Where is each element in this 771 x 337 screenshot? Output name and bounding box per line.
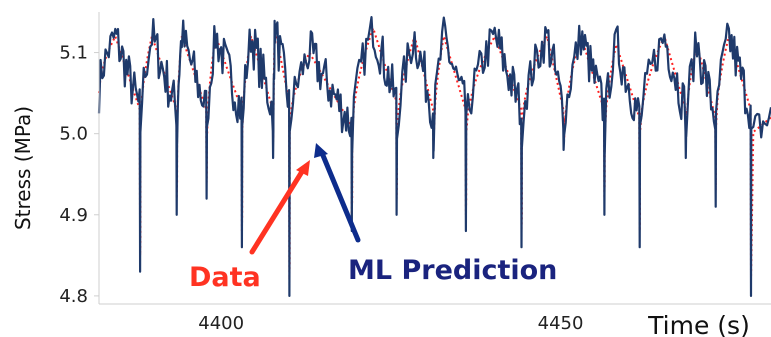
y-tick-label: 4.9 xyxy=(59,205,88,226)
plot-area xyxy=(97,16,771,297)
data-arrowhead xyxy=(296,160,310,176)
y-axis-label: Stress (MPa) xyxy=(11,106,35,230)
annotations: Data ML Prediction xyxy=(189,143,557,293)
x-tick-labels: 4400 4450 xyxy=(198,313,583,334)
y-tick-label: 4.8 xyxy=(59,286,88,307)
data-line xyxy=(97,16,771,297)
y-tick-labels: 4.8 4.9 5.0 5.1 xyxy=(59,43,99,307)
data-series xyxy=(97,16,771,297)
prediction-series xyxy=(98,25,771,280)
y-tick-label: 5.1 xyxy=(59,43,88,64)
data-arrow xyxy=(249,167,306,255)
ml-prediction-arrow xyxy=(319,150,361,243)
ml-prediction-annotation-label: ML Prediction xyxy=(348,255,557,286)
y-tick-label: 5.0 xyxy=(59,124,88,145)
x-axis-label: Time (s) xyxy=(647,311,750,337)
ml-prediction-line xyxy=(98,25,771,280)
ml-prediction-arrowhead xyxy=(314,143,328,158)
data-annotation-label: Data xyxy=(189,262,261,293)
x-tick-label: 4450 xyxy=(538,313,584,334)
x-tick-label: 4400 xyxy=(198,313,244,334)
